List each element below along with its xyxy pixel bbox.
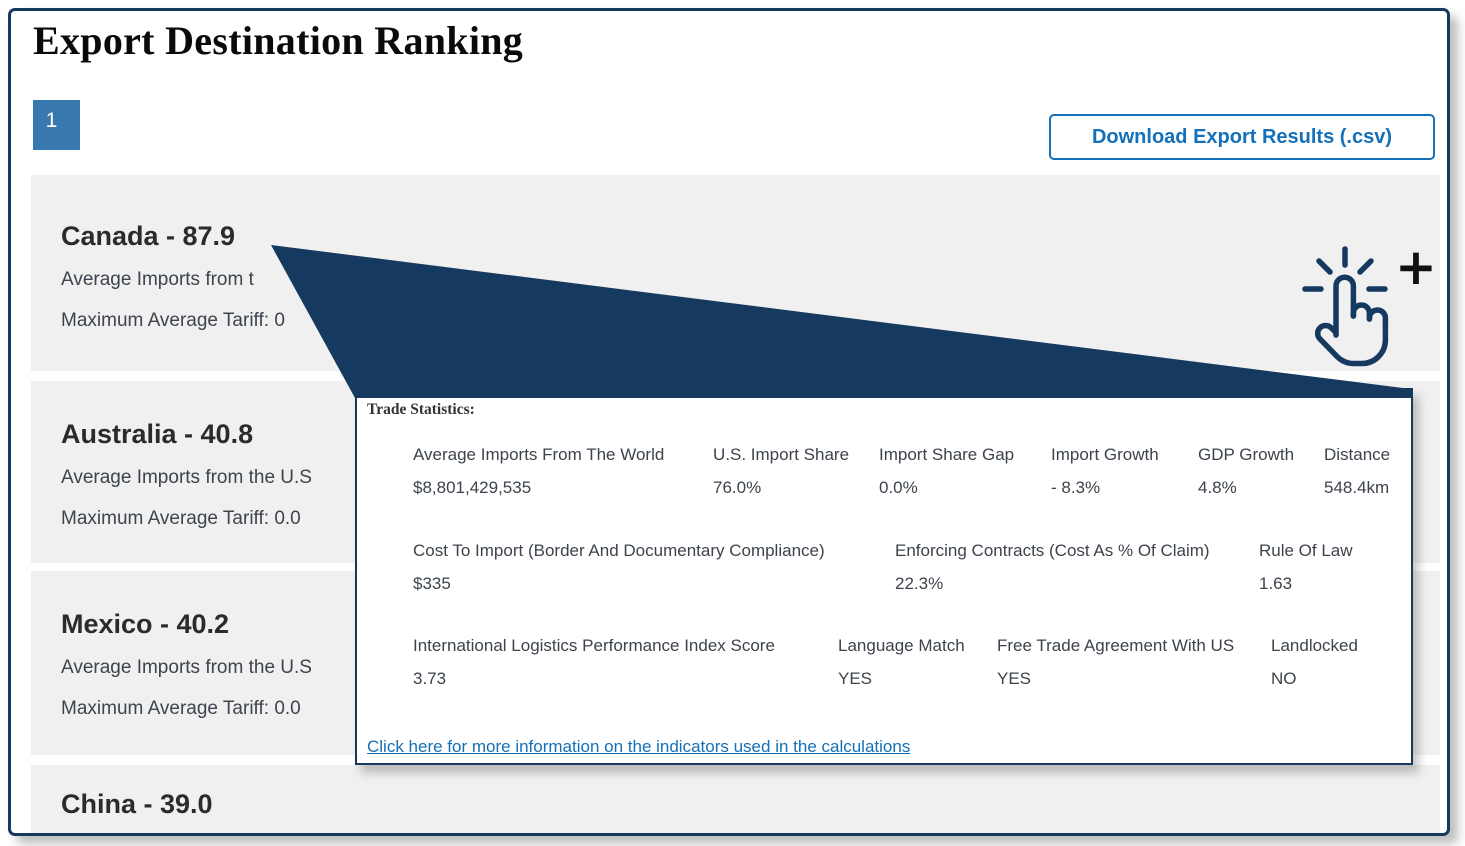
stat-import-share-gap: Import Share Gap 0.0% bbox=[879, 445, 1015, 497]
page-number-badge[interactable]: 1 bbox=[33, 100, 80, 150]
stat-distance: Distance 548.4km bbox=[1324, 445, 1391, 497]
stat-import-growth: Import Growth - 8.3% bbox=[1051, 445, 1159, 497]
stat-logistics-index: International Logistics Performance Inde… bbox=[413, 636, 775, 688]
app-window: Export Destination Ranking 1 Download Ex… bbox=[8, 8, 1450, 836]
stat-row-1: Average Imports From The World $8,801,42… bbox=[413, 445, 1407, 498]
stat-cost-to-import: Cost To Import (Border And Documentary C… bbox=[413, 541, 825, 593]
country-score-title: China - 39.0 bbox=[61, 789, 213, 819]
stat-landlocked: Landlocked NO bbox=[1271, 636, 1358, 688]
imports-line: Average Imports from t bbox=[61, 269, 254, 290]
stat-row-3: International Logistics Performance Inde… bbox=[413, 636, 1407, 689]
stat-us-import-share: U.S. Import Share 76.0% bbox=[713, 445, 850, 497]
popup-heading: Trade Statistics: bbox=[367, 401, 475, 418]
tariff-line: Maximum Average Tariff: 0.0 bbox=[61, 698, 301, 719]
ranking-card-china[interactable]: China - 39.0 bbox=[31, 765, 1440, 833]
stat-avg-imports-world: Average Imports From The World $8,801,42… bbox=[413, 445, 665, 497]
country-score-title: Australia - 40.8 bbox=[61, 419, 254, 449]
ranking-card-canada[interactable]: Canada - 87.9 Average Imports from t Max… bbox=[31, 175, 1440, 371]
country-score-title: Mexico - 40.2 bbox=[61, 609, 230, 639]
stat-enforcing-contracts: Enforcing Contracts (Cost As % Of Claim)… bbox=[895, 541, 1210, 593]
stat-row-2: Cost To Import (Border And Documentary C… bbox=[413, 541, 1407, 594]
stat-gdp-growth: GDP Growth 4.8% bbox=[1198, 445, 1295, 497]
tariff-line: Maximum Average Tariff: 0.0 bbox=[61, 508, 301, 529]
download-export-results-button[interactable]: Download Export Results (.csv) bbox=[1049, 114, 1435, 160]
page-title: Export Destination Ranking bbox=[33, 18, 524, 63]
imports-line: Average Imports from the U.S bbox=[61, 657, 312, 678]
stat-language-match: Language Match YES bbox=[838, 636, 965, 688]
stat-rule-of-law: Rule Of Law 1.63 bbox=[1259, 541, 1353, 593]
country-score-title: Canada - 87.9 bbox=[61, 221, 236, 251]
tariff-line: Maximum Average Tariff: 0 bbox=[61, 310, 285, 331]
stat-free-trade-agreement: Free Trade Agreement With US YES bbox=[997, 636, 1235, 688]
trade-statistics-popup: Trade Statistics: Average Imports From T… bbox=[355, 388, 1413, 765]
imports-line: Average Imports from the U.S bbox=[61, 467, 312, 488]
indicators-info-link[interactable]: Click here for more information on the i… bbox=[367, 737, 911, 756]
